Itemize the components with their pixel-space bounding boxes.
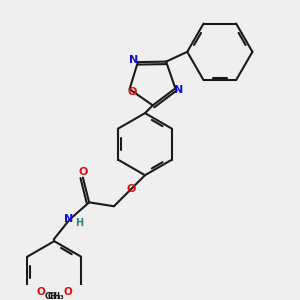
Text: O: O [128, 87, 137, 97]
Text: CH₃: CH₃ [48, 292, 64, 300]
Text: N: N [174, 85, 183, 95]
Text: O: O [126, 184, 136, 194]
Text: N: N [64, 214, 74, 224]
Text: CH₃: CH₃ [45, 292, 61, 300]
Text: O: O [64, 286, 72, 297]
Text: H: H [75, 218, 83, 228]
Text: N: N [129, 55, 139, 65]
Text: O: O [36, 286, 45, 297]
Text: O: O [78, 167, 88, 177]
